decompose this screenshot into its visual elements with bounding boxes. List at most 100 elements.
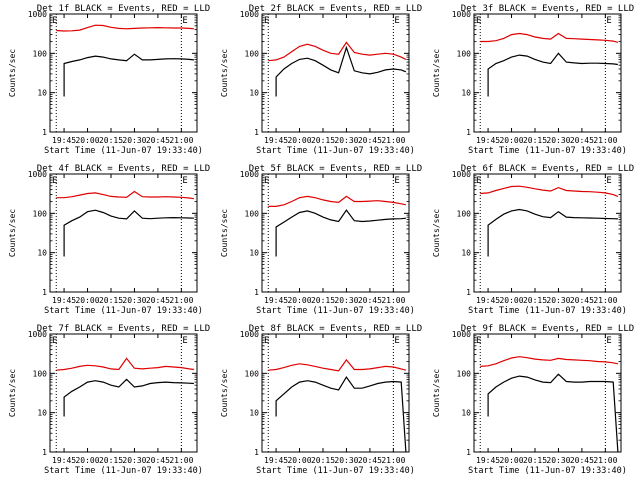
plot-title: Det 1f BLACK = Events, RED = LLD: [37, 4, 210, 14]
corner-label-left: E: [476, 336, 481, 346]
x-axis-title: Start Time (11-Jun-07 19:33:40): [44, 146, 203, 156]
x-tick-label: 19:45: [52, 296, 76, 305]
x-tick-label: 20:15: [311, 136, 335, 145]
x-tick-label: 19:45: [264, 136, 288, 145]
y-tick-label: 1000: [28, 170, 47, 179]
events-series-line: [487, 52, 618, 97]
corner-label-left: E: [264, 176, 269, 186]
y-axis-title: Counts/sec: [220, 369, 229, 417]
y-tick-label: 10: [249, 89, 259, 98]
x-tick-label: 20:30: [122, 456, 146, 465]
x-tick-label: 20:15: [523, 136, 547, 145]
y-tick-label: 1: [42, 448, 47, 457]
events-series-line: [275, 376, 407, 453]
y-axis-title: Counts/sec: [220, 209, 229, 257]
corner-label-right: E: [606, 16, 611, 26]
x-axis-title: Start Time (11-Jun-07 19:33:40): [44, 306, 203, 316]
corner-label-left: E: [476, 176, 481, 186]
y-tick-label: 10: [37, 89, 47, 98]
x-tick-label: 20:45: [358, 296, 382, 305]
x-tick-label: 21:00: [169, 136, 193, 145]
y-tick-label: 100: [457, 209, 472, 218]
x-tick-label: 20:30: [122, 136, 146, 145]
y-axis-title: Counts/sec: [220, 49, 229, 97]
y-tick-label: 10: [37, 249, 47, 258]
y-axis-title: Counts/sec: [8, 209, 17, 257]
plot-frame: [49, 173, 198, 293]
x-tick-label: 20:00: [75, 296, 99, 305]
x-tick-label: 20:00: [499, 296, 523, 305]
x-tick-label: 21:00: [593, 296, 617, 305]
corner-label-right: E: [182, 336, 187, 346]
corner-label-left: E: [264, 16, 269, 26]
x-tick-label: 21:00: [381, 456, 405, 465]
y-tick-label: 1: [42, 128, 47, 137]
plot-title: Det 6f BLACK = Events, RED = LLD: [461, 164, 634, 174]
lld-series-line: [56, 357, 194, 371]
x-tick-label: 20:45: [570, 136, 594, 145]
plot-frame: [49, 333, 198, 453]
y-tick-label: 100: [457, 369, 472, 378]
plot-title: Det 9f BLACK = Events, RED = LLD: [461, 324, 634, 334]
x-tick-label: 20:30: [122, 296, 146, 305]
x-tick-label: 20:15: [99, 136, 123, 145]
corner-label-right: E: [394, 176, 399, 186]
y-tick-label: 1: [254, 288, 259, 297]
x-tick-label: 20:15: [99, 296, 123, 305]
y-tick-label: 1000: [240, 330, 259, 339]
y-tick-label: 1000: [240, 10, 259, 19]
x-tick-label: 20:15: [523, 296, 547, 305]
x-tick-label: 20:45: [358, 456, 382, 465]
y-tick-label: 1000: [28, 10, 47, 19]
y-tick-label: 1: [466, 288, 471, 297]
corner-label-left: E: [52, 336, 57, 346]
plot-frame: [49, 13, 198, 133]
x-axis-title: Start Time (11-Jun-07 19:33:40): [468, 466, 627, 476]
corner-label-right: E: [394, 336, 399, 346]
x-tick-label: 20:00: [499, 456, 523, 465]
x-axis-title: Start Time (11-Jun-07 19:33:40): [468, 306, 627, 316]
events-series-line: [275, 209, 406, 257]
x-tick-label: 19:45: [52, 456, 76, 465]
plot-title: Det 8f BLACK = Events, RED = LLD: [249, 324, 422, 334]
x-tick-label: 20:45: [570, 456, 594, 465]
plot-frame: [261, 173, 410, 293]
x-tick-label: 20:45: [146, 296, 170, 305]
events-series-line: [275, 45, 407, 97]
lld-series-line: [480, 356, 619, 367]
plot-frame: [261, 13, 410, 133]
x-tick-label: 20:00: [287, 456, 311, 465]
detector-plot-panel: Det 3f BLACK = Events, RED = LLD 1 10 100 10…: [432, 4, 634, 156]
corner-label-right: E: [394, 16, 399, 26]
x-tick-label: 20:30: [546, 456, 570, 465]
plot-frame: [473, 173, 622, 293]
corner-label-right: E: [182, 176, 187, 186]
x-tick-label: 20:45: [358, 136, 382, 145]
x-tick-label: 20:00: [287, 296, 311, 305]
lld-series-line: [56, 190, 194, 200]
x-tick-label: 20:00: [499, 136, 523, 145]
corner-label-right: E: [182, 16, 187, 26]
y-tick-label: 1: [254, 128, 259, 137]
y-tick-label: 1: [42, 288, 47, 297]
detector-plot-panel: Det 9f BLACK = Events, RED = LLD 1 10 100 10…: [432, 324, 634, 476]
y-tick-label: 1: [466, 448, 471, 457]
corner-label-left: E: [52, 176, 57, 186]
x-tick-label: 21:00: [169, 296, 193, 305]
x-tick-label: 20:45: [570, 296, 594, 305]
x-tick-label: 20:15: [311, 456, 335, 465]
events-series-line: [487, 373, 619, 453]
lld-series-line: [268, 41, 407, 62]
y-tick-label: 1000: [452, 170, 471, 179]
events-series-line: [63, 209, 194, 257]
lld-series-line: [480, 32, 619, 43]
corner-label-right: E: [606, 176, 611, 186]
x-tick-label: 19:45: [476, 296, 500, 305]
x-tick-label: 21:00: [593, 456, 617, 465]
y-tick-label: 1000: [452, 330, 471, 339]
events-series-line: [487, 208, 618, 257]
y-tick-label: 10: [249, 249, 259, 258]
plot-title: Det 3f BLACK = Events, RED = LLD: [461, 4, 634, 14]
y-tick-label: 100: [245, 49, 260, 58]
